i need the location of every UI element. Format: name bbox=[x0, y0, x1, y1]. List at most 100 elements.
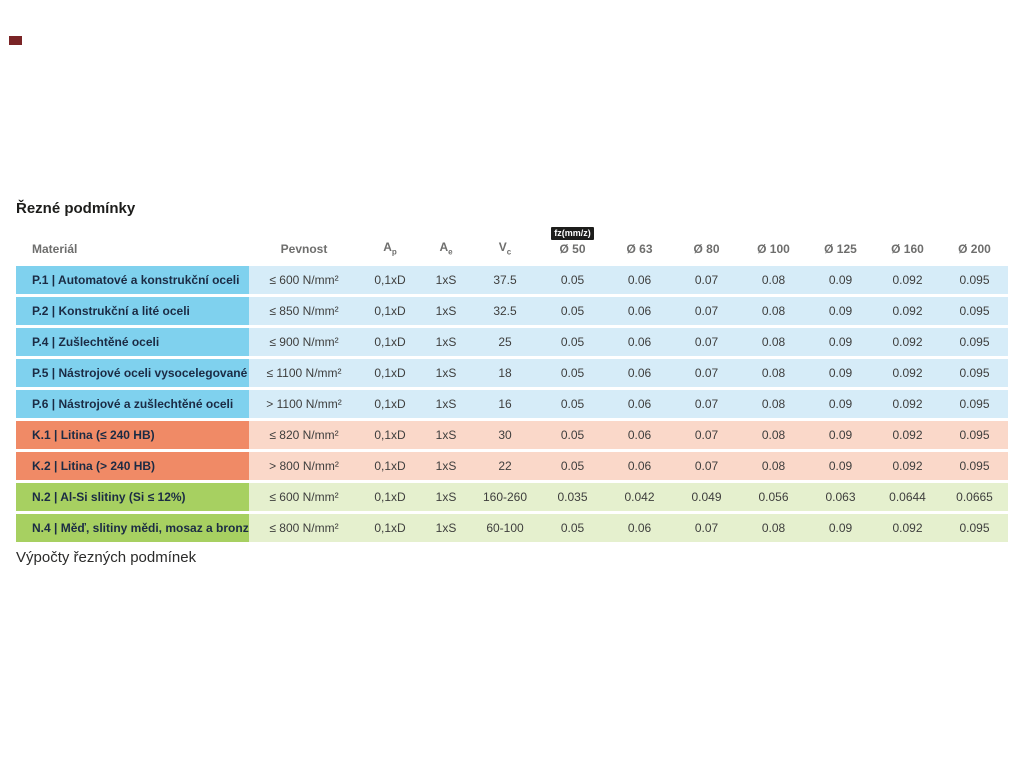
fz-cell: 0.08 bbox=[761, 428, 786, 442]
fz-cell: 0.09 bbox=[828, 366, 853, 380]
fz-cell: 0.06 bbox=[627, 273, 652, 287]
header-dia-80: Ø 80 bbox=[693, 242, 720, 256]
fz-cell: 0.035 bbox=[557, 490, 588, 504]
table-row: N.4 | Měď, slitiny mědi, mosaz a bronz ≤… bbox=[16, 514, 1008, 542]
ae-cell: 1xS bbox=[435, 521, 457, 535]
fz-cell: 0.06 bbox=[627, 335, 652, 349]
table-row: P.2 | Konstrukční a lité oceli ≤ 850 N/m… bbox=[16, 297, 1008, 325]
fz-cell: 0.06 bbox=[627, 459, 652, 473]
table-row: P.1 | Automatové a konstrukční oceli ≤ 6… bbox=[16, 266, 1008, 294]
fz-cell: 0.08 bbox=[761, 521, 786, 535]
material-cell: K.1 | Litina (≤ 240 HB) bbox=[16, 421, 249, 449]
vc-cell: 16 bbox=[498, 397, 512, 411]
row-values: ≤ 600 N/mm² 0,1xD 1xS 160-260 0.035 0.042… bbox=[249, 483, 1008, 511]
fz-cell: 0.0665 bbox=[956, 490, 993, 504]
fz-cell: 0.07 bbox=[694, 335, 719, 349]
header-ae: Ae bbox=[439, 239, 453, 256]
fz-cell: 0.05 bbox=[560, 397, 585, 411]
row-values: > 1100 N/mm² 0,1xD 1xS 16 0.05 0.06 0.07 0.… bbox=[249, 390, 1008, 418]
fz-cell: 0.09 bbox=[828, 304, 853, 318]
page-title: Řezné podmínky bbox=[16, 200, 136, 217]
ap-cell: 0,1xD bbox=[374, 521, 406, 535]
header-material: Materiál bbox=[32, 242, 78, 256]
table-row: K.1 | Litina (≤ 240 HB) ≤ 820 N/mm² 0,1x… bbox=[16, 421, 1008, 449]
fz-cell: 0.07 bbox=[694, 521, 719, 535]
vc-cell: 30 bbox=[498, 428, 512, 442]
pevnost-cell: ≤ 800 N/mm² bbox=[269, 521, 339, 535]
vc-cell: 60-100 bbox=[486, 521, 524, 535]
ap-cell: 0,1xD bbox=[374, 397, 406, 411]
fz-cell: 0.095 bbox=[959, 335, 990, 349]
pevnost-cell: ≤ 600 N/mm² bbox=[269, 273, 339, 287]
row-values: ≤ 900 N/mm² 0,1xD 1xS 25 0.05 0.06 0.07 0.0… bbox=[249, 328, 1008, 356]
fz-cell: 0.0644 bbox=[889, 490, 926, 504]
fz-cell: 0.092 bbox=[892, 428, 923, 442]
fz-cell: 0.08 bbox=[761, 273, 786, 287]
fz-cell: 0.056 bbox=[758, 490, 789, 504]
fz-cell: 0.092 bbox=[892, 304, 923, 318]
fz-cell: 0.092 bbox=[892, 366, 923, 380]
fz-cell: 0.095 bbox=[959, 397, 990, 411]
table-row: P.6 | Nástrojové a zušlechtěné oceli > 1… bbox=[16, 390, 1008, 418]
fz-cell: 0.05 bbox=[560, 521, 585, 535]
header-pevnost: Pevnost bbox=[280, 242, 328, 256]
fz-cell: 0.08 bbox=[761, 397, 786, 411]
material-cell: N.4 | Měď, slitiny mědi, mosaz a bronz bbox=[16, 514, 249, 542]
row-values: > 800 N/mm² 0,1xD 1xS 22 0.05 0.06 0.07 0.0… bbox=[249, 452, 1008, 480]
header-dia-125: Ø 125 bbox=[824, 242, 857, 256]
footer-section-title: Výpočty řezných podmínek bbox=[16, 549, 197, 566]
ap-cell: 0,1xD bbox=[374, 490, 406, 504]
header-dia-50-label: Ø 50 bbox=[559, 242, 586, 256]
vc-cell: 18 bbox=[498, 366, 512, 380]
fz-cell: 0.095 bbox=[959, 273, 990, 287]
vc-cell: 25 bbox=[498, 335, 512, 349]
fz-cell: 0.095 bbox=[959, 521, 990, 535]
fz-cell: 0.092 bbox=[892, 335, 923, 349]
fz-cell: 0.06 bbox=[627, 428, 652, 442]
fz-cell: 0.06 bbox=[627, 397, 652, 411]
header-dia-160: Ø 160 bbox=[891, 242, 924, 256]
table-header-row: Materiál Pevnost Ap Ae Vc fz(mm/z) Ø 50 … bbox=[16, 226, 1008, 262]
header-dia-200: Ø 200 bbox=[958, 242, 991, 256]
fz-cell: 0.05 bbox=[560, 428, 585, 442]
ae-cell: 1xS bbox=[435, 490, 457, 504]
material-cell: P.6 | Nástrojové a zušlechtěné oceli bbox=[16, 390, 249, 418]
ae-cell: 1xS bbox=[435, 366, 457, 380]
pevnost-cell: ≤ 900 N/mm² bbox=[269, 335, 339, 349]
fz-cell: 0.07 bbox=[694, 273, 719, 287]
fz-cell: 0.092 bbox=[892, 521, 923, 535]
fz-cell: 0.092 bbox=[892, 459, 923, 473]
fz-cell: 0.06 bbox=[627, 304, 652, 318]
material-cell: P.2 | Konstrukční a lité oceli bbox=[16, 297, 249, 325]
ae-cell: 1xS bbox=[435, 459, 457, 473]
fz-cell: 0.05 bbox=[560, 304, 585, 318]
fz-cell: 0.09 bbox=[828, 335, 853, 349]
fz-cell: 0.049 bbox=[691, 490, 722, 504]
fz-cell: 0.095 bbox=[959, 428, 990, 442]
corner-mark bbox=[9, 36, 22, 45]
ae-cell: 1xS bbox=[435, 304, 457, 318]
fz-cell: 0.092 bbox=[892, 397, 923, 411]
fz-cell: 0.07 bbox=[694, 428, 719, 442]
header-ap: Ap bbox=[383, 239, 397, 256]
fz-cell: 0.05 bbox=[560, 273, 585, 287]
fz-cell: 0.063 bbox=[825, 490, 856, 504]
ap-cell: 0,1xD bbox=[374, 459, 406, 473]
fz-cell: 0.042 bbox=[624, 490, 655, 504]
header-dia-50: fz(mm/z) Ø 50 bbox=[539, 227, 606, 256]
ap-cell: 0,1xD bbox=[374, 366, 406, 380]
fz-cell: 0.08 bbox=[761, 304, 786, 318]
material-cell: K.2 | Litina (> 240 HB) bbox=[16, 452, 249, 480]
fz-cell: 0.07 bbox=[694, 397, 719, 411]
vc-cell: 32.5 bbox=[493, 304, 517, 318]
header-dia-100: Ø 100 bbox=[757, 242, 790, 256]
row-values: ≤ 1100 N/mm² 0,1xD 1xS 18 0.05 0.06 0.07 0.… bbox=[249, 359, 1008, 387]
fz-cell: 0.05 bbox=[560, 459, 585, 473]
pevnost-cell: ≤ 820 N/mm² bbox=[269, 428, 339, 442]
pevnost-cell: ≤ 600 N/mm² bbox=[269, 490, 339, 504]
pevnost-cell: > 1100 N/mm² bbox=[266, 397, 342, 411]
material-cell: P.1 | Automatové a konstrukční oceli bbox=[16, 266, 249, 294]
fz-cell: 0.07 bbox=[694, 366, 719, 380]
row-values: ≤ 820 N/mm² 0,1xD 1xS 30 0.05 0.06 0.07 0.0… bbox=[249, 421, 1008, 449]
vc-cell: 22 bbox=[498, 459, 512, 473]
